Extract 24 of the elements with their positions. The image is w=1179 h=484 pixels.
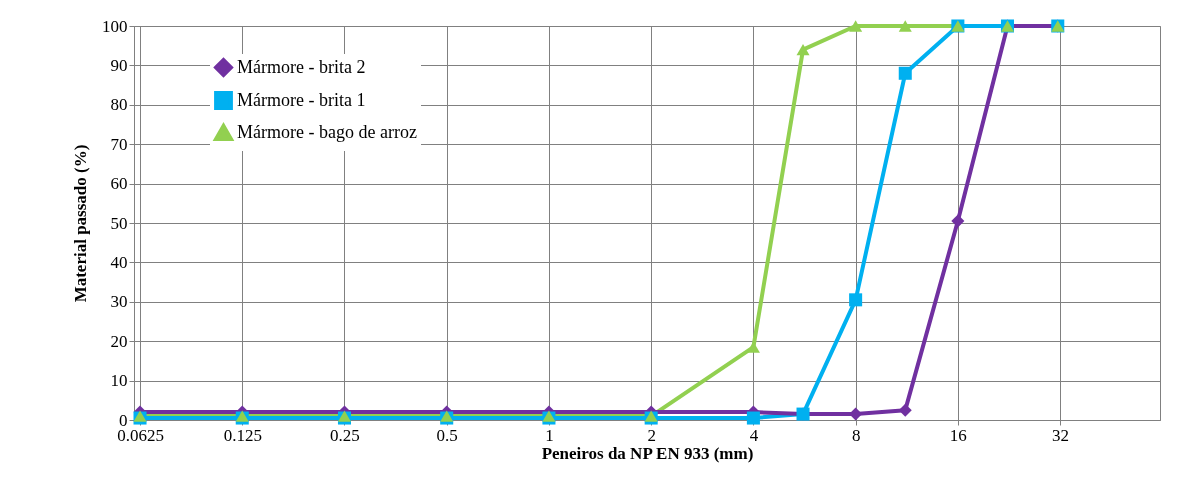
y-tick-label: 60 <box>110 174 128 194</box>
y-tick-label: 20 <box>110 331 128 351</box>
x-tick-label: 1 <box>545 425 554 445</box>
y-tick-label: 10 <box>110 371 128 391</box>
x-tick-label: 8 <box>851 425 861 445</box>
y-tick-label: 50 <box>110 213 128 233</box>
legend-label: Mármore - bago de arroz <box>237 121 417 142</box>
legend-label: Mármore - brita 1 <box>237 89 366 110</box>
x-tick-label: 16 <box>949 425 967 445</box>
y-axis-title: Material passado (%) <box>71 144 90 303</box>
y-tick-label: 70 <box>110 134 128 154</box>
x-tick-label: 0.25 <box>330 425 360 445</box>
x-tick-label: 0.5 <box>436 425 458 445</box>
y-tick-label: 100 <box>102 16 128 36</box>
y-tick-label: 80 <box>110 95 128 115</box>
legend-label: Mármore - brita 2 <box>237 56 366 77</box>
x-axis-title: Peneiros da NP EN 933 (mm) <box>541 443 754 463</box>
y-tick-label: 40 <box>110 252 128 272</box>
y-tick-label: 90 <box>110 55 128 75</box>
y-tick-label: 30 <box>110 292 128 312</box>
x-tick-label: 32 <box>1052 425 1070 445</box>
x-tick-label: 0.125 <box>223 425 262 445</box>
x-tick-label: 4 <box>749 425 759 445</box>
x-tick-label: 2 <box>647 425 656 445</box>
